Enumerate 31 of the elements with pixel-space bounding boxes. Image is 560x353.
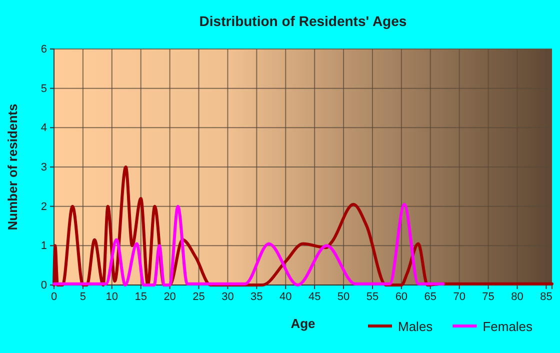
x-tick-label: 70 xyxy=(453,290,466,303)
y-tick-label: 2 xyxy=(40,200,47,213)
y-tick-label: 6 xyxy=(40,44,47,56)
x-tick-label: 0 xyxy=(50,290,58,303)
x-tick-label: 60 xyxy=(395,290,408,303)
x-tick-label: 50 xyxy=(337,290,350,303)
x-tick-label: 55 xyxy=(366,290,379,303)
legend-label: Females xyxy=(482,319,534,334)
x-tick-label: 35 xyxy=(250,290,263,303)
x-tick-label: 80 xyxy=(511,290,524,303)
x-tick-label: 45 xyxy=(308,290,321,303)
x-tick-label: 30 xyxy=(222,290,234,303)
y-tick-label: 5 xyxy=(40,82,47,95)
chart-title: Distribution of Residents' Ages xyxy=(199,13,407,29)
x-tick-label: 5 xyxy=(80,290,86,303)
y-tick-label: 3 xyxy=(40,162,47,174)
x-tick-label: 10 xyxy=(106,290,118,303)
y-tick-label: 1 xyxy=(40,240,47,252)
x-tick-label: 85 xyxy=(540,290,552,303)
y-tick-label: 0 xyxy=(40,280,47,292)
y-tick-label: 4 xyxy=(40,122,47,134)
x-axis-title: Age xyxy=(290,316,316,331)
line-series xyxy=(52,202,445,286)
legend-label: Males xyxy=(398,319,434,334)
x-tick-label: 15 xyxy=(134,290,147,303)
x-tick-label: 20 xyxy=(164,290,176,303)
x-tick-label: 75 xyxy=(482,290,494,303)
x-tick-label: 65 xyxy=(424,290,437,303)
x-tick-label: 25 xyxy=(192,290,205,303)
x-tick-label: 40 xyxy=(280,290,292,303)
y-axis-title: Number of residents xyxy=(5,104,20,230)
